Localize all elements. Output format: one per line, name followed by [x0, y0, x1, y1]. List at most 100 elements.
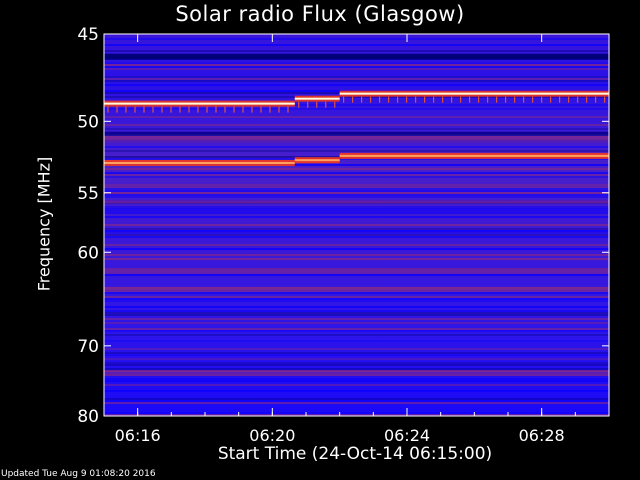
spectral-band: [104, 236, 609, 238]
spectral-band: [104, 390, 609, 392]
spectral-band: [104, 76, 609, 78]
spectral-band: [104, 362, 609, 364]
emission-line: [104, 161, 295, 164]
spectral-band: [104, 224, 609, 226]
spectral-band: [104, 310, 609, 312]
spectral-band: [104, 176, 609, 178]
x-tick-label: 06:24: [384, 426, 430, 445]
spectral-band: [104, 104, 609, 106]
spectral-band: [104, 306, 609, 308]
spectral-band: [104, 200, 609, 204]
spectral-band: [104, 254, 609, 256]
spectral-band: [104, 298, 609, 300]
spectral-band: [104, 138, 609, 140]
spectral-band: [104, 370, 609, 372]
spectral-band: [104, 108, 609, 110]
plot-area: [104, 34, 609, 416]
spectral-band: [104, 400, 609, 402]
spectral-band: [104, 312, 609, 314]
spectral-band: [104, 96, 609, 98]
spectral-band: [104, 208, 609, 210]
x-axis: 06:16 06:20 06:24 06:28: [103, 34, 610, 445]
spectral-band: [104, 136, 609, 138]
spectral-band: [104, 150, 609, 152]
spectral-band: [104, 84, 609, 86]
spectral-band: [104, 210, 609, 212]
spectral-band: [104, 184, 609, 186]
y-tick-label: 80: [77, 407, 99, 427]
updated-timestamp: Updated Tue Aug 9 01:08:20 2016: [1, 469, 156, 479]
chart-title: Solar radio Flux (Glasgow): [175, 2, 465, 26]
spectral-band: [104, 248, 609, 250]
spectral-band: [104, 340, 609, 342]
spectral-band: [104, 300, 609, 302]
spectral-band: [104, 212, 609, 214]
spectral-band: [104, 272, 609, 274]
emission-line: [104, 102, 295, 105]
spectral-band: [104, 402, 609, 404]
y-tick-label: 45: [77, 25, 99, 45]
spectral-band: [104, 64, 609, 66]
emission-line: [294, 159, 340, 162]
spectral-band: [104, 268, 609, 270]
spectral-band: [104, 66, 609, 68]
spectral-band: [104, 188, 609, 190]
spectral-band: [104, 78, 609, 80]
spectral-band: [104, 286, 609, 290]
spectral-band: [104, 374, 609, 376]
y-tick-label: 50: [77, 112, 99, 132]
spectral-band: [104, 44, 609, 46]
spectral-band: [104, 206, 609, 208]
spectral-band: [104, 38, 609, 40]
spectral-band: [104, 164, 609, 166]
spectral-band: [104, 139, 609, 143]
spectral-band: [104, 192, 609, 194]
spectral-band: [104, 258, 609, 260]
x-axis-label: Start Time (24-Oct-14 06:15:00): [217, 444, 493, 464]
y-axis-label: Frequency [MHz]: [34, 156, 54, 292]
spectral-band: [104, 232, 609, 234]
spectral-band: [104, 398, 609, 400]
spectral-band: [104, 186, 609, 188]
spectral-band: [104, 228, 609, 230]
y-tick-label: 70: [77, 337, 99, 357]
spectral-band: [104, 334, 609, 336]
spectral-band: [104, 270, 609, 272]
spectral-band: [104, 158, 609, 160]
spectral-band: [104, 274, 609, 276]
y-tick-label: 60: [77, 243, 99, 263]
spectral-band: [104, 330, 609, 332]
emission-line: [294, 97, 340, 100]
spectral-band: [104, 384, 609, 386]
spectral-band: [104, 53, 609, 60]
x-tick-label: 06:16: [115, 426, 161, 445]
spectral-band: [104, 290, 609, 292]
spectral-band: [104, 230, 609, 232]
spectral-band: [104, 116, 609, 118]
spectral-band: [104, 146, 609, 148]
spectral-band: [104, 124, 609, 126]
spectral-band: [104, 352, 609, 354]
plot-frame: [103, 33, 610, 417]
emission-line: [339, 92, 609, 95]
spectral-band: [104, 318, 609, 320]
emission-line: [339, 154, 609, 157]
spectral-band: [104, 364, 609, 366]
spectral-bands: [104, 38, 609, 416]
spectral-band: [104, 62, 609, 64]
spectral-band: [104, 322, 609, 324]
y-axis: 45 50 55 60 70 80: [77, 25, 609, 427]
spectral-band: [104, 380, 609, 382]
spectral-band: [104, 358, 609, 360]
spectral-band: [104, 348, 609, 350]
spectral-band: [104, 234, 609, 236]
spectral-band: [104, 412, 609, 414]
spectral-band: [104, 371, 609, 375]
spectral-band: [104, 368, 609, 370]
spectral-band: [104, 378, 609, 380]
spectral-band: [104, 50, 609, 52]
emission-lines: [104, 90, 609, 166]
y-tick-label: 55: [77, 184, 99, 204]
spectral-band: [104, 80, 609, 82]
